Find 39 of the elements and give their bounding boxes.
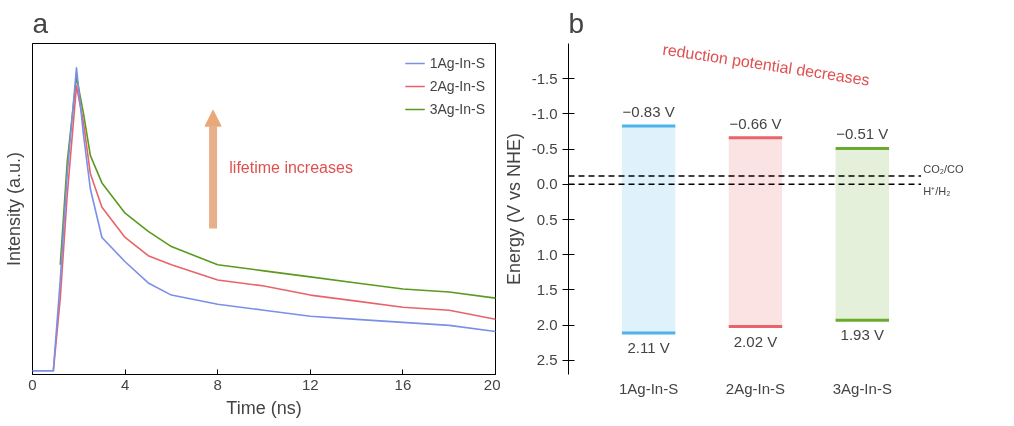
bar <box>835 148 890 321</box>
y-tick-label: 1.5 <box>536 280 558 298</box>
x-tick-label: 20 <box>483 375 501 393</box>
legend-label: 1Ag-In-S <box>429 55 485 71</box>
legend-label: 2Ag-In-S <box>429 78 485 94</box>
y-axis-title: Energy (V vs NHE) <box>503 132 524 286</box>
x-tick-label: 3Ag-In-S <box>832 379 892 397</box>
y-tick-label: 1.0 <box>536 245 558 263</box>
y-axis-title: Intensity (a.u.) <box>3 151 24 267</box>
annotation: −0.51 V <box>836 125 889 143</box>
x-tick-label: 8 <box>213 375 222 393</box>
x-tick-label: 12 <box>301 375 319 393</box>
annotation: 2.11 V <box>627 338 670 356</box>
x-tick-label: 1Ag-In-S <box>619 379 679 397</box>
annotation: −0.83 V <box>622 102 675 120</box>
legend-label: 3Ag-In-S <box>429 101 485 117</box>
ref-line-label: CO₂/CO <box>923 162 964 175</box>
y-tick-label: -1.5 <box>531 69 558 87</box>
annotation: lifetime increases <box>229 159 353 177</box>
y-tick-label: 0.5 <box>536 210 558 228</box>
annotation: −0.66 V <box>729 114 782 132</box>
x-tick-label: 4 <box>120 375 130 393</box>
x-tick-label: 2Ag-In-S <box>725 379 786 397</box>
ref-line-label: H⁺/H₂ <box>923 185 951 198</box>
y-tick-label: -1.0 <box>531 104 558 122</box>
bar <box>621 125 676 333</box>
chart-title: a <box>32 7 49 39</box>
chart-title: b <box>568 7 585 39</box>
x-axis-title: Time (ns) <box>226 397 302 418</box>
y-tick-label: -0.5 <box>531 140 558 158</box>
y-tick-label: 2.5 <box>536 351 558 369</box>
annotation: 2.02 V <box>733 332 778 350</box>
y-tick-label: 2.0 <box>536 316 558 334</box>
y-tick-label: 0.0 <box>536 175 558 193</box>
annotation: 1.93 V <box>840 326 884 344</box>
x-tick-label: 0 <box>28 375 37 393</box>
bar <box>728 137 783 327</box>
x-tick-label: 16 <box>394 375 412 393</box>
annotation: reduction potential decreases <box>661 40 871 89</box>
